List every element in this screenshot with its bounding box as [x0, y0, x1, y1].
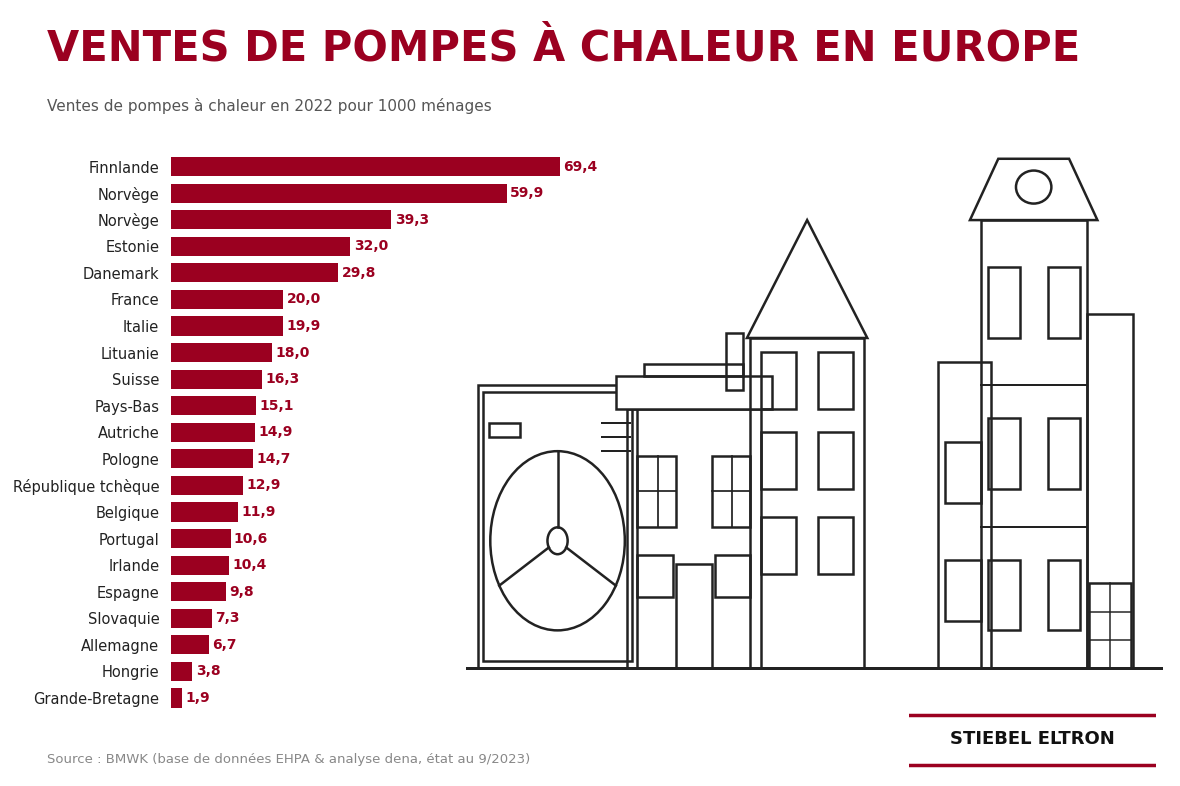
Bar	[171, 157, 560, 176]
Bar	[171, 290, 283, 309]
Bar	[988, 418, 1020, 489]
Text: Source : BMWK (base de données EHPA & analyse dena, état au 9/2023): Source : BMWK (base de données EHPA & an…	[47, 753, 531, 766]
Bar	[676, 564, 712, 668]
Bar	[945, 560, 981, 621]
Bar	[171, 556, 229, 575]
Text: 69,4: 69,4	[564, 160, 598, 174]
Bar	[171, 502, 238, 522]
Text: 29,8: 29,8	[341, 266, 376, 280]
Text: 18,0: 18,0	[275, 346, 309, 359]
Bar	[644, 364, 743, 376]
Text: 39,3: 39,3	[395, 213, 428, 226]
Bar	[1048, 418, 1080, 489]
Text: STIEBEL ELTRON: STIEBEL ELTRON	[950, 730, 1115, 747]
Bar	[627, 409, 761, 668]
Bar	[945, 442, 981, 503]
Bar	[1087, 314, 1133, 668]
Bar	[489, 423, 520, 437]
Text: 14,9: 14,9	[258, 425, 293, 439]
Bar	[171, 529, 230, 548]
Bar	[478, 385, 637, 668]
Bar	[171, 689, 182, 707]
Text: VENTES DE POMPES À CHALEUR EN EUROPE: VENTES DE POMPES À CHALEUR EN EUROPE	[47, 28, 1081, 69]
Bar	[1088, 583, 1130, 668]
Bar	[171, 396, 256, 415]
Text: 7,3: 7,3	[216, 612, 240, 626]
Bar	[171, 635, 209, 655]
Bar	[761, 517, 796, 574]
Bar	[171, 608, 212, 628]
Bar	[637, 555, 673, 597]
Text: 9,8: 9,8	[229, 585, 254, 599]
Bar	[818, 432, 853, 489]
Text: 10,4: 10,4	[232, 558, 267, 572]
Bar	[988, 267, 1020, 338]
Text: 10,6: 10,6	[234, 531, 268, 545]
Bar	[726, 333, 743, 390]
Bar	[171, 317, 283, 336]
Text: 16,3: 16,3	[266, 372, 300, 386]
Bar	[171, 237, 350, 256]
Bar	[715, 555, 750, 597]
Bar	[761, 432, 796, 489]
Bar	[637, 456, 676, 527]
Bar	[171, 343, 271, 362]
Text: 11,9: 11,9	[241, 505, 276, 519]
Text: 3,8: 3,8	[196, 664, 221, 678]
Bar	[171, 210, 392, 230]
Polygon shape	[970, 159, 1097, 220]
Bar	[818, 517, 853, 574]
Text: 32,0: 32,0	[354, 239, 388, 253]
Text: 59,9: 59,9	[510, 186, 544, 200]
Text: 20,0: 20,0	[287, 292, 321, 307]
Bar	[1048, 267, 1080, 338]
Bar	[1048, 560, 1080, 630]
Bar	[171, 476, 243, 495]
Bar	[171, 263, 339, 282]
Bar	[171, 369, 262, 389]
Text: 19,9: 19,9	[286, 319, 320, 333]
Bar	[988, 560, 1020, 630]
Text: 1,9: 1,9	[185, 691, 210, 705]
Bar	[750, 338, 864, 668]
Bar	[484, 392, 632, 661]
Bar	[981, 220, 1087, 668]
Bar	[171, 450, 254, 468]
Bar	[171, 582, 227, 601]
Bar	[171, 184, 507, 203]
Text: 6,7: 6,7	[212, 638, 236, 652]
Bar	[818, 352, 853, 409]
Text: Ventes de pompes à chaleur en 2022 pour 1000 ménages: Ventes de pompes à chaleur en 2022 pour …	[47, 98, 492, 114]
Text: 14,7: 14,7	[257, 452, 291, 466]
Polygon shape	[616, 376, 772, 409]
Text: 15,1: 15,1	[260, 399, 294, 413]
Text: 12,9: 12,9	[247, 479, 281, 493]
Bar	[938, 362, 991, 668]
Bar	[171, 423, 255, 442]
Bar	[712, 456, 750, 527]
Bar	[761, 352, 796, 409]
Bar	[171, 662, 192, 681]
